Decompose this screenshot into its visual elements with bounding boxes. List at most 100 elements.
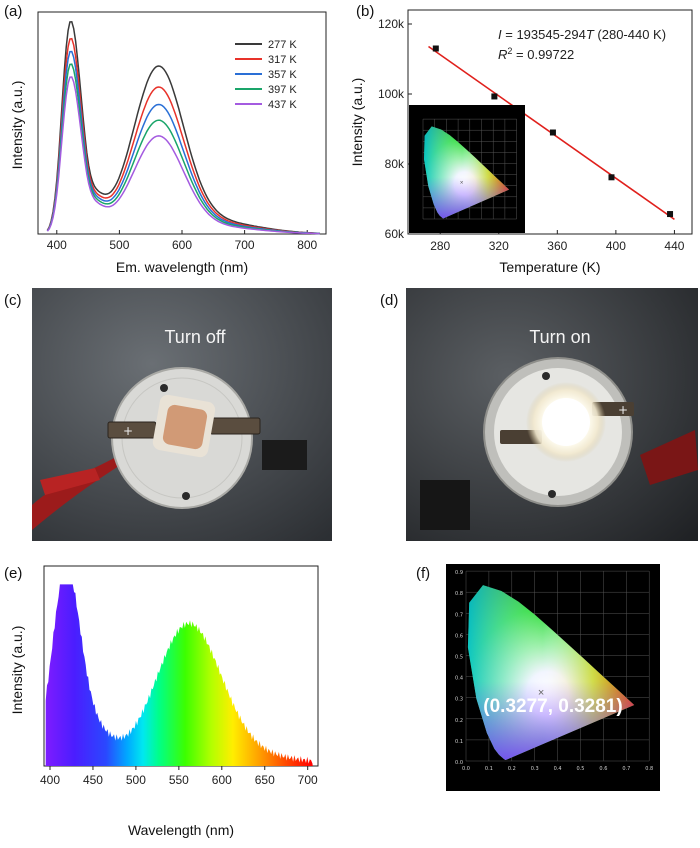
- cie-grid: 0.0 0.1 0.2 0.3 0.4 0.5 0.6 0.7 0.8 0.0 0.1 0.2 0.3 0…: [455, 570, 653, 772]
- eq-range: (280-440 K): [594, 27, 666, 42]
- coordinate-marker: ×: [538, 687, 544, 699]
- y-tick-label: 0.6: [455, 633, 463, 639]
- x-axis-title: Em. wavelength (nm): [116, 259, 248, 275]
- x-tick-label: 0.4: [554, 766, 562, 772]
- turn-on-caption: Turn on: [529, 327, 590, 347]
- positive-terminal: [209, 417, 261, 435]
- y-tick-label: 80k: [385, 157, 405, 171]
- led-core: [542, 398, 590, 446]
- panel-f-cie-diagram: (f) 0.0 0.1 0.2 0.3 0.4 0.5 0.6 0.7 0.8 0.0 0.1 0.2…: [416, 564, 660, 791]
- x-tick-label: 700: [235, 238, 255, 252]
- series-line-317K: [46, 37, 320, 235]
- x-tick-label: 800: [297, 238, 317, 252]
- screw: [548, 490, 556, 498]
- cie-coordinate-label: (0.3277, 0.3281): [483, 696, 622, 717]
- x-tick-label: 550: [169, 773, 189, 787]
- y-tick-label: 0.2: [455, 718, 463, 724]
- y-tick-label: 0.3: [455, 697, 463, 703]
- x-tick-label: 600: [172, 238, 192, 252]
- series-lines: [46, 20, 320, 235]
- data-point: [432, 45, 439, 52]
- data-points: [432, 45, 674, 218]
- y-tick-label: 0.0: [455, 760, 463, 766]
- x-tick-label: 0.2: [508, 766, 516, 772]
- y-axis-title: Intensity (a.u.): [349, 78, 365, 167]
- phosphor-chip: [162, 404, 208, 450]
- x-tick-label: 0.0: [462, 766, 470, 772]
- y-tick-label: 0.5: [455, 655, 463, 661]
- legend-label-317K: 317 K: [268, 54, 297, 66]
- panel-a-spectra-chart: (a) 400 500 600 700 800 277 K 317 K 357 K 397 K…: [4, 3, 327, 275]
- r2-superscript: 2: [507, 46, 512, 56]
- data-point: [491, 93, 498, 100]
- panel-b-intensity-chart: (b) 280 320 360 400 440 60k 80k 100k 120k I = 19…: [349, 3, 693, 275]
- red-clip: [640, 430, 698, 485]
- panel-b-label: (b): [356, 3, 374, 20]
- x-tick-label: 0.3: [531, 766, 539, 772]
- x-axis-title: Temperature (K): [499, 259, 600, 275]
- red-wire: [32, 452, 128, 530]
- x-tick-label: 0.8: [645, 766, 653, 772]
- legend-label-437K: 437 K: [268, 99, 297, 111]
- screw: [160, 384, 168, 392]
- y-tick-label: 0.8: [455, 591, 463, 597]
- x-tick-label: 400: [606, 239, 626, 253]
- y-tick-label: 0.9: [455, 570, 463, 576]
- y-tick-label: 120k: [378, 17, 405, 31]
- y-tick-label: 100k: [378, 87, 405, 101]
- y-tick-label: 0.1: [455, 739, 463, 745]
- eq-intensity-symbol: I: [498, 27, 502, 42]
- x-tick-label: 320: [489, 239, 509, 253]
- r2-value: = 0.99722: [512, 47, 574, 62]
- x-tick-label: 400: [47, 238, 67, 252]
- black-clip: [262, 440, 307, 470]
- series-line-437K: [46, 76, 320, 235]
- plot-frame: [407, 9, 693, 235]
- x-tick-label: 360: [547, 239, 567, 253]
- screw: [542, 372, 550, 380]
- x-tick-label: 650: [255, 773, 275, 787]
- x-tick-label: 700: [298, 773, 318, 787]
- x-tick-label: 0.6: [599, 766, 607, 772]
- x-axis: 400 500 600 700 800: [47, 230, 318, 252]
- y-axis-title: Intensity (a.u.): [9, 81, 25, 170]
- x-tick-label: 450: [83, 773, 103, 787]
- turn-off-caption: Turn off: [164, 327, 226, 347]
- x-tick-label: 440: [664, 239, 684, 253]
- r-squared: R2 = 0.99722: [498, 46, 574, 62]
- inset-chromaticity-purple: [424, 126, 509, 219]
- legend-label-357K: 357 K: [268, 69, 297, 81]
- panel-d-label: (d): [380, 292, 398, 309]
- panel-d-led-on-photo: (d) Turn on +: [380, 288, 698, 541]
- panel-c-label: (c): [4, 292, 22, 309]
- r2-symbol: R: [498, 47, 507, 62]
- red-clip: [40, 468, 100, 495]
- chromaticity-purple: [467, 585, 635, 760]
- eq-temperature-symbol: T: [586, 27, 595, 42]
- panel-a-label: (a): [4, 3, 22, 20]
- y-tick-label: 0.7: [455, 612, 463, 618]
- panel-e-el-spectrum: (e) 400 450 500 550 600 650 700 Wavelength (nm…: [4, 565, 319, 838]
- black-clip: [420, 480, 470, 530]
- inset-coordinate-marker: ×: [460, 180, 464, 186]
- x-tick-label: 600: [212, 773, 232, 787]
- x-axis-title: Wavelength (nm): [128, 822, 234, 838]
- x-tick-label: 280: [430, 239, 450, 253]
- x-tick-label: 0.1: [485, 766, 493, 772]
- y-axis-title: Intensity (a.u.): [9, 626, 25, 715]
- plus-sign-right: +: [618, 403, 628, 417]
- eq-body: = 193545-294: [502, 27, 586, 42]
- plus-sign-left: +: [123, 424, 133, 438]
- axes: 280 320 360 400 440 60k 80k 100k 120k: [378, 17, 685, 253]
- x-tick-label: 500: [126, 773, 146, 787]
- y-tick-label: 60k: [385, 227, 405, 241]
- x-axis: 400 450 500 550 600 650 700: [40, 766, 318, 787]
- panel-f-label: (f): [416, 565, 430, 582]
- fit-equation: I = 193545-294T (280-440 K): [498, 27, 666, 42]
- x-tick-label: 0.7: [622, 766, 630, 772]
- legend-label-397K: 397 K: [268, 84, 297, 96]
- legend-label-277K: 277 K: [268, 39, 297, 51]
- x-tick-label: 0.5: [577, 766, 585, 772]
- legend: 277 K 317 K 357 K 397 K 437 K: [235, 39, 297, 111]
